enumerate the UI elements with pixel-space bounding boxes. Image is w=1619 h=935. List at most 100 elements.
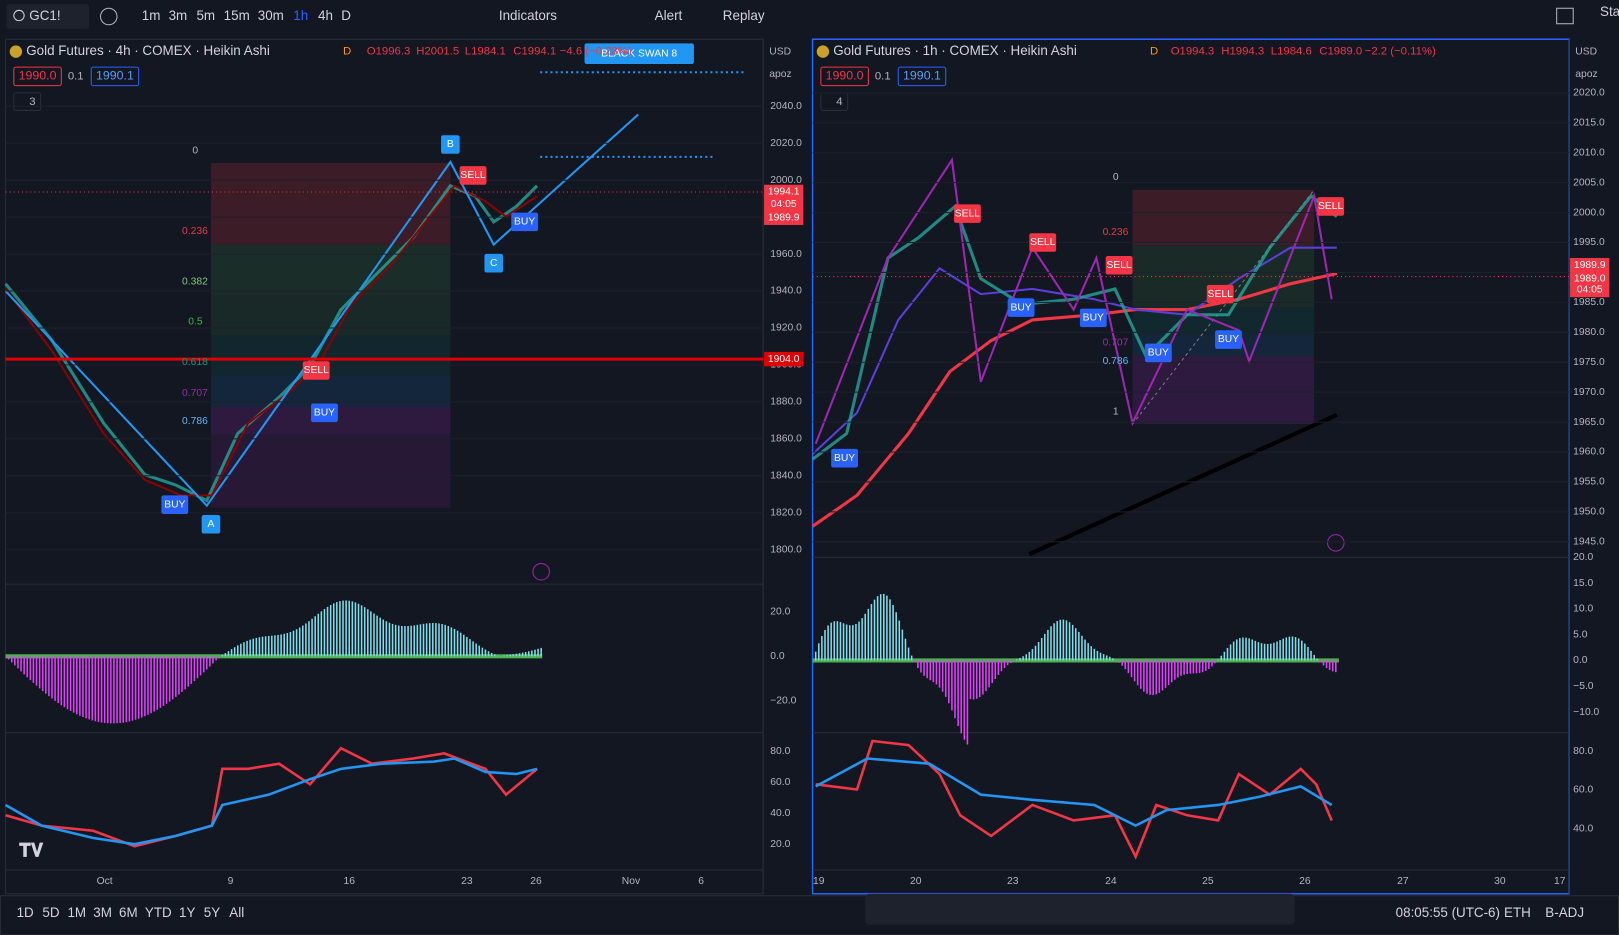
time-label: 26 <box>1299 876 1311 887</box>
axis-label: 1880.0 <box>770 397 802 408</box>
interval-button[interactable]: 3m <box>169 8 188 23</box>
ohlc-close: C1994.1 <box>513 46 556 58</box>
ohlc-high: H2001.5 <box>416 46 459 58</box>
time-label: 24 <box>1105 876 1117 887</box>
right-panel <box>811 38 1570 895</box>
axis-label: 2000.0 <box>770 175 802 186</box>
axis-label: 10.0 <box>1573 604 1593 615</box>
price-path <box>811 193 1338 461</box>
axis-label: 0.0 <box>770 651 785 662</box>
zigzag <box>814 157 1333 445</box>
range-button[interactable]: 5Y <box>204 905 220 920</box>
top-toolbar <box>0 0 1619 34</box>
ohlc-low: L1984.1 <box>465 46 506 58</box>
interval-button[interactable]: 5m <box>196 8 215 23</box>
time-label: 23 <box>461 876 473 887</box>
symbol-search[interactable] <box>6 4 90 29</box>
bid-box[interactable] <box>13 66 62 87</box>
range-button[interactable]: 6M <box>119 905 138 920</box>
drawing-label-box[interactable] <box>584 43 694 64</box>
ohlc-change: −4.6 (−0.23%) <box>560 46 632 58</box>
search-icon <box>13 9 25 22</box>
range-button[interactable]: 1Y <box>179 905 195 920</box>
alert-icon[interactable] <box>1327 534 1345 552</box>
session[interactable]: ETH <box>1504 905 1531 920</box>
trend-line <box>1028 412 1338 557</box>
signal-marker <box>441 135 460 154</box>
price-tag-label: 04:05 <box>771 199 797 210</box>
alert-button[interactable]: Alert <box>655 8 683 23</box>
interval-button[interactable]: 1m <box>142 8 161 23</box>
compare-icon[interactable] <box>99 7 118 26</box>
signal-label: SELL <box>1030 237 1055 248</box>
signal-marker <box>1144 343 1172 363</box>
time-label: 6 <box>698 876 704 887</box>
signal-marker <box>311 403 338 423</box>
adjustment[interactable]: B-ADJ <box>1545 905 1584 920</box>
range-button[interactable]: 1M <box>67 905 86 920</box>
ask-box[interactable] <box>90 66 140 87</box>
currency: USD <box>769 46 791 57</box>
range-button[interactable]: 3M <box>93 905 112 920</box>
fib-label: 0.618 <box>182 357 208 368</box>
fib-label: 0.236 <box>182 226 208 237</box>
ohlc-change: −2.2 (−0.11%) <box>1365 46 1436 58</box>
bid-box[interactable] <box>820 66 869 87</box>
signal-label: BUY <box>314 408 335 419</box>
range-button[interactable]: 5D <box>42 905 59 920</box>
symbol[interactable]: GC1! <box>29 8 60 23</box>
range-button[interactable]: YTD <box>145 905 172 920</box>
interval-button[interactable]: D <box>341 8 351 23</box>
account[interactable]: Sta <box>1600 4 1619 19</box>
indicators-button[interactable]: Indicators <box>499 8 557 23</box>
axis-label: 2000.0 <box>1573 207 1605 218</box>
indicator-count: 3 <box>29 96 35 108</box>
signal-label: SELL <box>304 365 329 376</box>
axis-label: 1965.0 <box>1573 417 1605 428</box>
price-tag <box>764 351 804 367</box>
time-label: Oct <box>97 876 113 887</box>
moving-average <box>811 271 1338 528</box>
signal-marker <box>511 212 539 232</box>
signal-label: SELL <box>955 208 980 219</box>
interval-button[interactable]: 4h <box>318 8 333 23</box>
ohlc-open: O1994.3 <box>1171 46 1215 58</box>
signal-label: BUY <box>1148 348 1169 359</box>
ohlc-open: O1996.3 <box>367 46 411 58</box>
axis-label: 20.0 <box>1573 552 1593 563</box>
range-button[interactable]: All <box>229 905 244 920</box>
signal-label: SELL <box>1106 260 1131 271</box>
axis-label: 1955.0 <box>1573 477 1605 488</box>
replay-button[interactable]: Replay <box>723 8 765 23</box>
axis-label: 2020.0 <box>1573 88 1605 99</box>
signal-marker <box>1317 197 1345 216</box>
alert-icon[interactable] <box>532 562 550 581</box>
fib-label: 0 <box>192 145 198 156</box>
fib-label: 0 <box>1113 172 1119 183</box>
drawing-toolbar[interactable] <box>865 893 1295 925</box>
time-label: 20 <box>910 876 922 887</box>
ask-box[interactable] <box>897 66 947 87</box>
price-tag-label: 1904.0 <box>768 354 800 365</box>
fib-zones <box>210 163 451 508</box>
range-button[interactable]: 1D <box>17 905 34 920</box>
signal-label: A <box>207 519 214 530</box>
axis-label: 60.0 <box>1573 785 1593 796</box>
interval-button[interactable]: 30m <box>258 8 284 23</box>
interval-button[interactable]: 15m <box>224 8 250 23</box>
axis-label: 20.0 <box>770 607 790 618</box>
interval-button[interactable]: 1h <box>293 8 308 23</box>
ask: 1990.1 <box>96 69 134 83</box>
signal-label: B <box>447 139 454 150</box>
axis-label: 20.0 <box>770 839 790 850</box>
legend-toggle[interactable] <box>13 92 42 111</box>
layout-icon[interactable] <box>1556 7 1574 25</box>
axis-label: −10.0 <box>1573 707 1599 718</box>
signal-label: BUY <box>1010 302 1031 313</box>
price-tag-label: 1989.9 <box>768 212 800 223</box>
signal-marker <box>1007 298 1035 317</box>
fib-label: 0.707 <box>182 388 208 399</box>
axis-label: 1985.0 <box>1573 297 1605 308</box>
axis-label: 80.0 <box>770 746 790 757</box>
